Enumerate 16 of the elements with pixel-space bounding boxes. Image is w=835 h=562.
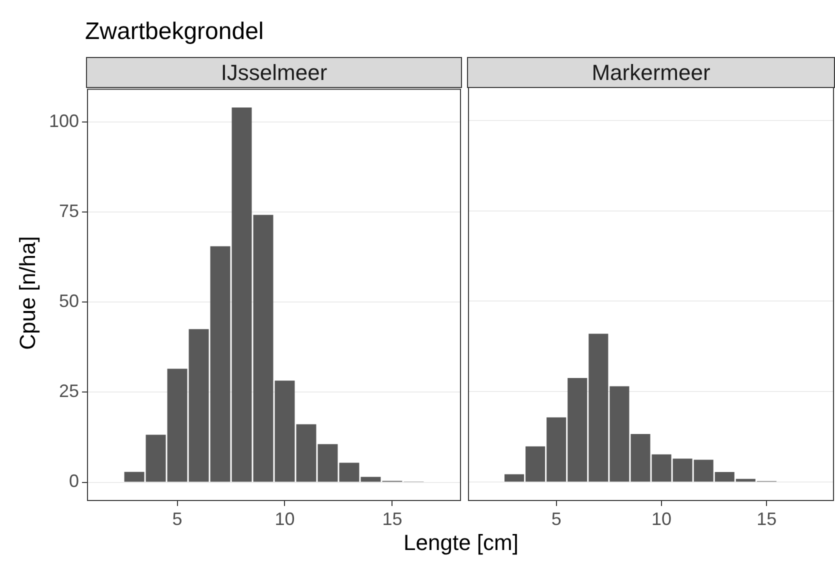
x-axis-title: Lengte [cm] [402,530,520,556]
x-tick-label: 5 [551,508,562,529]
y-tick-label: 50 [58,291,79,312]
y-tick-label: 100 [48,110,79,131]
y-tick-label: 0 [68,471,79,492]
x-tick-label: 5 [172,508,182,529]
text: Zwartbekgrondel [85,18,264,46]
y-axis-title: Cpue [n/ha] [15,236,41,350]
chart-title: Markermeer [467,57,835,88]
x-tick-label: 10 [274,508,295,529]
x-tick-label: 15 [382,508,402,529]
x-tick-label: 15 [756,508,777,529]
chart-title: IJsselmeer [86,57,462,88]
y-tick-label: 25 [58,381,79,402]
y-tick-label: 75 [58,200,79,221]
x-tick-label: 10 [652,508,672,529]
